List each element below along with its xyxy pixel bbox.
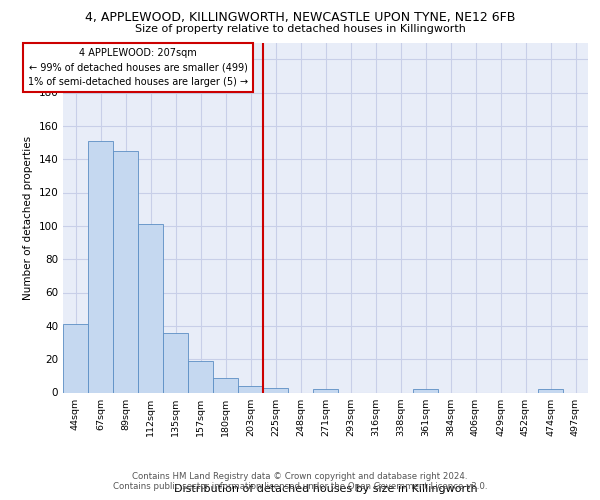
Bar	[163, 332, 188, 392]
Bar	[238, 386, 263, 392]
Bar	[263, 388, 288, 392]
Bar	[113, 151, 138, 392]
Y-axis label: Number of detached properties: Number of detached properties	[23, 136, 33, 300]
Bar	[188, 361, 213, 392]
Bar	[88, 141, 113, 393]
Bar	[313, 389, 338, 392]
Text: Size of property relative to detached houses in Killingworth: Size of property relative to detached ho…	[134, 24, 466, 34]
Bar	[63, 324, 88, 392]
Bar	[213, 378, 238, 392]
Bar	[538, 389, 563, 392]
Bar	[413, 389, 438, 392]
Text: Contains HM Land Registry data © Crown copyright and database right 2024.
Contai: Contains HM Land Registry data © Crown c…	[113, 472, 487, 491]
Text: 4, APPLEWOOD, KILLINGWORTH, NEWCASTLE UPON TYNE, NE12 6FB: 4, APPLEWOOD, KILLINGWORTH, NEWCASTLE UP…	[85, 12, 515, 24]
Text: 4 APPLEWOOD: 207sqm
← 99% of detached houses are smaller (499)
1% of semi-detach: 4 APPLEWOOD: 207sqm ← 99% of detached ho…	[28, 48, 248, 87]
Bar	[138, 224, 163, 392]
X-axis label: Distribution of detached houses by size in Killingworth: Distribution of detached houses by size …	[173, 484, 478, 494]
